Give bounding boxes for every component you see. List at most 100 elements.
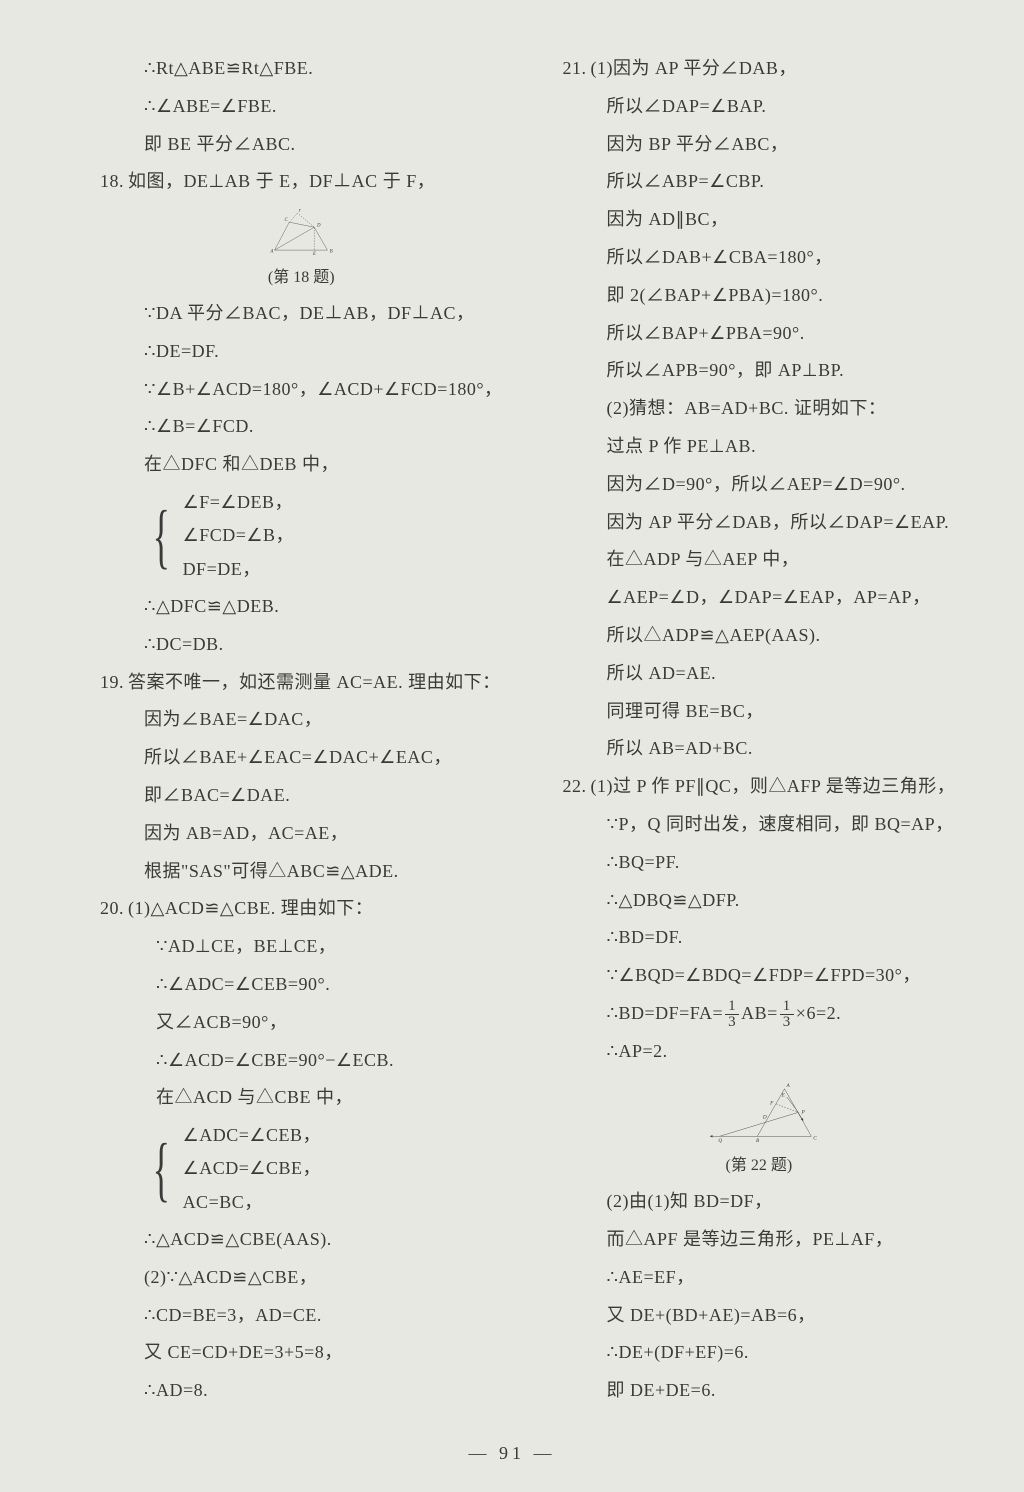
- figure-22-diagram: Q B C A P D FE: [579, 1079, 939, 1148]
- text-line: 又 CE=CD+DE=3+5=8，: [100, 1334, 503, 1372]
- text-line: ∵∠B+∠ACD=180°，∠ACD+∠FCD=180°，: [100, 371, 503, 409]
- brace-group-18: { ∠F=∠DEB， ∠FCD=∠B， DF=DE，: [100, 486, 503, 586]
- frac-line: ∴BD=DF=FA=13AB=13×6=2.: [563, 995, 956, 1033]
- text-line: 根据"SAS"可得△ABC≌△ADE.: [100, 853, 503, 891]
- text-line: ∴BD=DF.: [563, 919, 956, 957]
- text-line: 所以△ADP≌△AEP(AAS).: [563, 617, 956, 655]
- text-line: ∵AD⊥CE，BE⊥CE，: [100, 928, 503, 966]
- text-line: ∵∠BQD=∠BDQ=∠FDP=∠FPD=30°，: [563, 957, 956, 995]
- svg-text:E: E: [312, 252, 316, 257]
- svg-text:B: B: [756, 1138, 760, 1144]
- svg-text:D: D: [316, 224, 321, 229]
- text-line: ∴DE+(DF+EF)=6.: [563, 1334, 956, 1372]
- text-line: ∴Rt△ABE≌Rt△FBE.: [100, 50, 503, 88]
- text-line: ∴∠ADC=∠CEB=90°.: [100, 966, 503, 1004]
- q21-text: (1)因为 AP 平分∠DAB，: [591, 58, 797, 78]
- q18-head-text: 如图，DE⊥AB 于 E，DF⊥AC 于 F，: [128, 171, 435, 191]
- text-line: 因为∠D=90°，所以∠AEP=∠D=90°.: [563, 466, 956, 504]
- q18-head: 18.如图，DE⊥AB 于 E，DF⊥AC 于 F，: [100, 163, 503, 201]
- text-line: ∵P，Q 同时出发，速度相同，即 BQ=AP，: [563, 806, 956, 844]
- text-line: ∴△ACD≌△CBE(AAS).: [100, 1221, 503, 1259]
- text-line: ∴BQ=PF.: [563, 844, 956, 882]
- text-line: 所以∠APB=90°，即 AP⊥BP.: [563, 352, 956, 390]
- text-line: 在△ACD 与△CBE 中，: [100, 1079, 503, 1117]
- text-line: 即 2(∠BAP+∠PBA)=180°.: [563, 277, 956, 315]
- svg-text:Q: Q: [718, 1138, 722, 1144]
- brace-group-20: { ∠ADC=∠CEB， ∠ACD=∠CBE， AC=BC，: [100, 1119, 503, 1219]
- left-brace-icon: {: [153, 1137, 170, 1202]
- text-line: 又 DE+(BD+AE)=AB=6，: [563, 1297, 956, 1335]
- text-line: (2)∵△ACD≌△CBE，: [100, 1259, 503, 1297]
- svg-text:A: A: [785, 1082, 790, 1088]
- text-line: ∴∠B=∠FCD.: [100, 408, 503, 446]
- text-line: (2)猜想：AB=AD+BC. 证明如下：: [563, 390, 956, 428]
- text-line: 所以 AB=AD+BC.: [563, 730, 956, 768]
- text-line: 即 DE+DE=6.: [563, 1372, 956, 1410]
- text-line: 因为 AB=AD，AC=AE，: [100, 815, 503, 853]
- text-line: 即∠BAC=∠DAE.: [100, 777, 503, 815]
- two-column-layout: ∴Rt△ABE≌Rt△FBE. ∴∠ABE=∠FBE. 即 BE 平分∠ABC.…: [100, 50, 944, 1410]
- brace-line: ∠ACD=∠CBE，: [183, 1152, 321, 1185]
- text-line: ∴DE=DF.: [100, 333, 503, 371]
- brace-line: ∠FCD=∠B，: [183, 519, 294, 552]
- svg-text:E: E: [780, 1092, 785, 1098]
- text-line: 即 BE 平分∠ABC.: [100, 126, 503, 164]
- q19-text: 答案不唯一，如还需测量 AC=AE. 理由如下：: [128, 672, 501, 692]
- page-number: — 91 —: [0, 1443, 1024, 1464]
- fraction-icon: 13: [725, 999, 739, 1030]
- text-line: 因为 AP 平分∠DAB，所以∠DAP=∠EAP.: [563, 504, 956, 542]
- text-line: 所以∠BAP+∠PBA=90°.: [563, 315, 956, 353]
- text-line: ∠AEP=∠D，∠DAP=∠EAP，AP=AP，: [563, 579, 956, 617]
- brace-line: ∠F=∠DEB，: [183, 486, 294, 519]
- svg-text:P: P: [800, 1109, 805, 1115]
- text-line: 同理可得 BE=BC，: [563, 693, 956, 731]
- left-column: ∴Rt△ABE≌Rt△FBE. ∴∠ABE=∠FBE. 即 BE 平分∠ABC.…: [100, 50, 503, 1410]
- text-line: 又∠ACB=90°，: [100, 1004, 503, 1042]
- text-line: 所以∠DAP=∠BAP.: [563, 88, 956, 126]
- q20-head: 20.(1)△ACD≌△CBE. 理由如下：: [100, 890, 503, 928]
- figure-18-diagram: A B C D E F: [191, 209, 411, 259]
- text-line: ∴AD=8.: [100, 1372, 503, 1410]
- text-line: ∴DC=DB.: [100, 626, 503, 664]
- text-line: ∴∠ACD=∠CBE=90°−∠ECB.: [100, 1042, 503, 1080]
- text-line: 所以∠DAB+∠CBA=180°，: [563, 239, 956, 277]
- text-line: 因为 AD∥BC，: [563, 201, 956, 239]
- text-line: ∴△DFC≌△DEB.: [100, 588, 503, 626]
- svg-text:F: F: [298, 209, 302, 213]
- brace-line: ∠ADC=∠CEB，: [183, 1119, 321, 1152]
- text-line: 在△DFC 和△DEB 中，: [100, 446, 503, 484]
- svg-text:C: C: [813, 1135, 817, 1141]
- frac-prefix: ∴BD=DF=FA=: [607, 1003, 724, 1023]
- svg-text:F: F: [769, 1100, 774, 1106]
- svg-text:B: B: [330, 250, 333, 255]
- text-line: ∴△DBQ≌△DFP.: [563, 882, 956, 920]
- text-line: 在△ADP 与△AEP 中，: [563, 541, 956, 579]
- q22-text: (1)过 P 作 PF∥QC，则△AFP 是等边三角形，: [591, 776, 956, 796]
- svg-text:D: D: [762, 1114, 767, 1120]
- svg-text:A: A: [270, 250, 274, 255]
- text-line: 所以∠ABP=∠CBP.: [563, 163, 956, 201]
- fraction-icon: 13: [780, 999, 794, 1030]
- left-brace-icon: {: [153, 504, 170, 569]
- figure-18-caption: (第 18 题): [100, 263, 503, 287]
- text-line: 而△APF 是等边三角形，PE⊥AF，: [563, 1221, 956, 1259]
- text-line: 因为 BP 平分∠ABC，: [563, 126, 956, 164]
- text-line: 因为∠BAE=∠DAC，: [100, 701, 503, 739]
- q22-head: 22.(1)过 P 作 PF∥QC，则△AFP 是等边三角形，: [563, 768, 956, 806]
- frac-mid: AB=: [741, 1003, 778, 1023]
- brace-line: DF=DE，: [183, 553, 294, 586]
- right-column: 21.(1)因为 AP 平分∠DAB， 所以∠DAP=∠BAP. 因为 BP 平…: [563, 50, 956, 1410]
- svg-text:C: C: [285, 218, 289, 223]
- text-line: ∴AP=2.: [563, 1033, 956, 1071]
- text-line: 所以 AD=AE.: [563, 655, 956, 693]
- text-line: ∴CD=BE=3，AD=CE.: [100, 1297, 503, 1335]
- text-line: (2)由(1)知 BD=DF，: [563, 1183, 956, 1221]
- q21-line: 21.(1)因为 AP 平分∠DAB，: [563, 50, 956, 88]
- text-line: ∵DA 平分∠BAC，DE⊥AB，DF⊥AC，: [100, 295, 503, 333]
- brace-line: AC=BC，: [183, 1186, 321, 1219]
- q20-text: (1)△ACD≌△CBE. 理由如下：: [128, 898, 373, 918]
- text-line: 所以∠BAE+∠EAC=∠DAC+∠EAC，: [100, 739, 503, 777]
- text-line: ∴∠ABE=∠FBE.: [100, 88, 503, 126]
- q19-line: 19.答案不唯一，如还需测量 AC=AE. 理由如下：: [100, 664, 503, 702]
- frac-suffix: ×6=2.: [796, 1003, 841, 1023]
